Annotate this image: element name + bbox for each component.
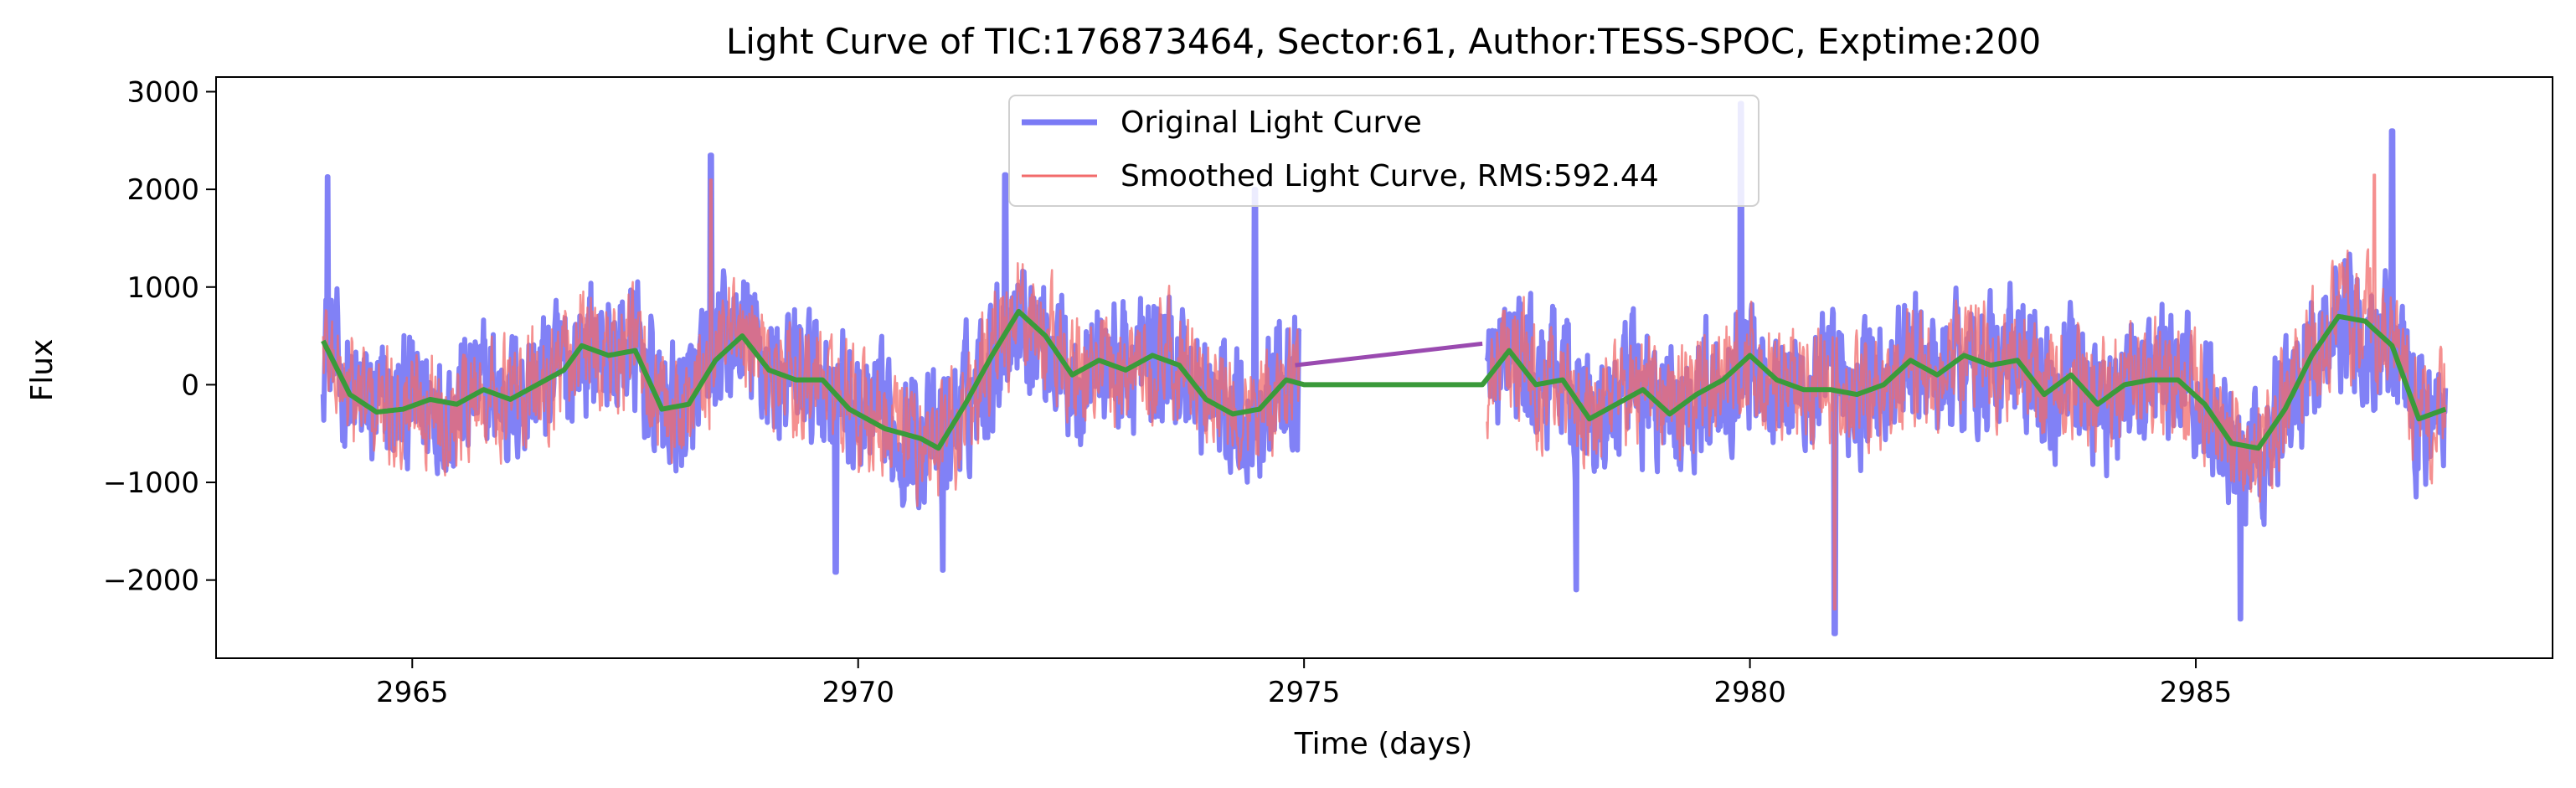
legend: Original Light Curve Smoothed Light Curv… [1008, 95, 1759, 207]
original-light-curve-segment-1 [1484, 100, 2449, 636]
trend-line [321, 308, 2447, 451]
x-tick-label: 2985 [2160, 676, 2233, 709]
x-axis-title: Time (days) [1294, 727, 1473, 761]
smoothed-light-curve-segment-1 [1486, 173, 2447, 610]
x-tick-label: 2970 [822, 676, 894, 709]
y-tick-label: 1000 [126, 271, 199, 305]
x-axis: 2965 2970 2975 2980 2985 [376, 658, 2232, 709]
series-layer [320, 100, 2449, 636]
original-light-curve-segment-0 [320, 152, 1302, 575]
y-tick-label: −1000 [103, 466, 199, 500]
x-tick-label: 2975 [1268, 676, 1341, 709]
legend-label-original: Original Light Curve [1121, 106, 1422, 140]
smoothed-light-curve-segment-0 [322, 178, 1301, 507]
y-tick-label: 3000 [126, 75, 199, 109]
y-tick-label: −2000 [103, 564, 199, 598]
plot-area-frame [215, 76, 2553, 659]
y-tick-label: 2000 [126, 173, 199, 207]
gap-connector-line [1295, 341, 1483, 368]
y-tick-label: 0 [181, 368, 199, 402]
chart-title: Light Curve of TIC:176873464, Sector:61,… [726, 21, 2041, 62]
legend-label-smoothed: Smoothed Light Curve, RMS:592.44 [1121, 159, 1659, 193]
y-axis-title: Flux [25, 339, 59, 402]
x-tick-label: 2980 [1713, 676, 1786, 709]
x-tick-label: 2965 [376, 676, 449, 709]
legend-box [1008, 95, 1759, 207]
y-axis: −2000 −1000 0 1000 2000 3000 [103, 75, 216, 598]
